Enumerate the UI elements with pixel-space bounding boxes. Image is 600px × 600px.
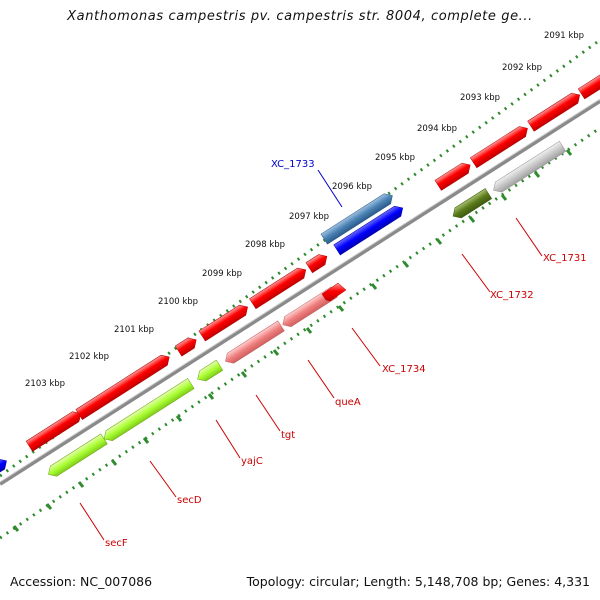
leader-yajC <box>215 419 241 459</box>
gene-XC_1732[interactable] <box>450 188 493 222</box>
reverse-genes <box>45 140 567 480</box>
gene-forward-b[interactable] <box>577 64 600 100</box>
accession-text: Accession: NC_007086 <box>10 574 153 589</box>
leader-tgt <box>255 394 281 432</box>
gene-XC_1731-forward[interactable] <box>469 123 530 169</box>
tick-label: 2095 kbp <box>375 153 415 163</box>
tick-label: 2096 kbp <box>332 182 372 192</box>
tick-label: 2091 kbp <box>544 31 584 41</box>
tick-ring-inner <box>0 126 600 540</box>
gene-secD[interactable] <box>101 378 195 444</box>
tick-label: 2099 kbp <box>202 269 242 279</box>
leader-queA <box>307 359 335 399</box>
genome-summary-text: Topology: circular; Length: 5,148,708 bp… <box>246 574 590 589</box>
gene-secF-forward[interactable] <box>25 408 84 452</box>
backbone-highlight <box>0 98 600 483</box>
tick-label: 2100 kbp <box>158 297 198 307</box>
gene-XC_1733[interactable] <box>333 203 406 256</box>
label-leaders <box>79 169 543 541</box>
tick-label: 2092 kbp <box>502 63 542 73</box>
gene-tgt[interactable] <box>222 320 285 367</box>
gene-XC_1731[interactable] <box>490 140 567 195</box>
leader-secF <box>79 502 105 541</box>
gene-tgt-forward[interactable] <box>198 302 251 342</box>
tick-label: 2097 kbp <box>289 212 329 222</box>
map-title: Xanthomonas campestris pv. campestris st… <box>67 9 533 24</box>
gene-label[interactable]: XC_1731 <box>543 253 587 264</box>
leader-XC_1733 <box>317 169 343 208</box>
tick-label: 2098 kbp <box>245 240 285 250</box>
gene-label-group: XC_1733 XC_1731 XC_1732 XC_1734 queA tgt… <box>105 159 587 549</box>
tick-label: 2101 kbp <box>114 325 154 335</box>
backbone <box>0 99 600 486</box>
tick-label: 2103 kbp <box>25 379 65 389</box>
gene-yajC[interactable] <box>194 359 224 384</box>
tick-label: 2102 kbp <box>69 352 109 362</box>
leader-XC_1732 <box>461 253 491 293</box>
gene-XC_1734[interactable] <box>321 282 347 302</box>
gene-forward-a[interactable] <box>527 90 583 132</box>
gene-left-blue[interactable] <box>0 456 10 482</box>
gene-XC_1732-forward[interactable] <box>434 160 473 191</box>
gene-label[interactable]: XC_1732 <box>490 290 534 301</box>
gene-label[interactable]: queA <box>335 397 361 408</box>
tick-labels: 2091 kbp 2092 kbp 2093 kbp 2094 kbp 2095… <box>25 31 584 389</box>
gene-XC_1734-forward[interactable] <box>305 251 330 274</box>
leader-XC_1734 <box>351 327 381 367</box>
gene-label[interactable]: secF <box>105 538 128 549</box>
forward-genes <box>0 64 600 482</box>
gene-label[interactable]: XC_1733 <box>271 159 315 170</box>
gene-label[interactable]: XC_1734 <box>382 364 426 375</box>
major-ticks <box>12 149 573 532</box>
tick-label: 2093 kbp <box>460 93 500 103</box>
leader-XC_1731 <box>515 217 543 257</box>
gene-label[interactable]: yajC <box>241 456 263 467</box>
tick-label: 2094 kbp <box>417 124 457 134</box>
leader-secD <box>149 460 177 498</box>
gene-secF[interactable] <box>45 433 108 480</box>
gene-XC_1733-shade[interactable] <box>320 190 396 245</box>
gene-yajC-forward[interactable] <box>174 335 199 357</box>
gene-label[interactable]: secD <box>177 495 202 506</box>
gene-secD-forward[interactable] <box>75 352 173 420</box>
gene-queA-forward[interactable] <box>249 265 309 310</box>
gene-label[interactable]: tgt <box>281 430 295 441</box>
